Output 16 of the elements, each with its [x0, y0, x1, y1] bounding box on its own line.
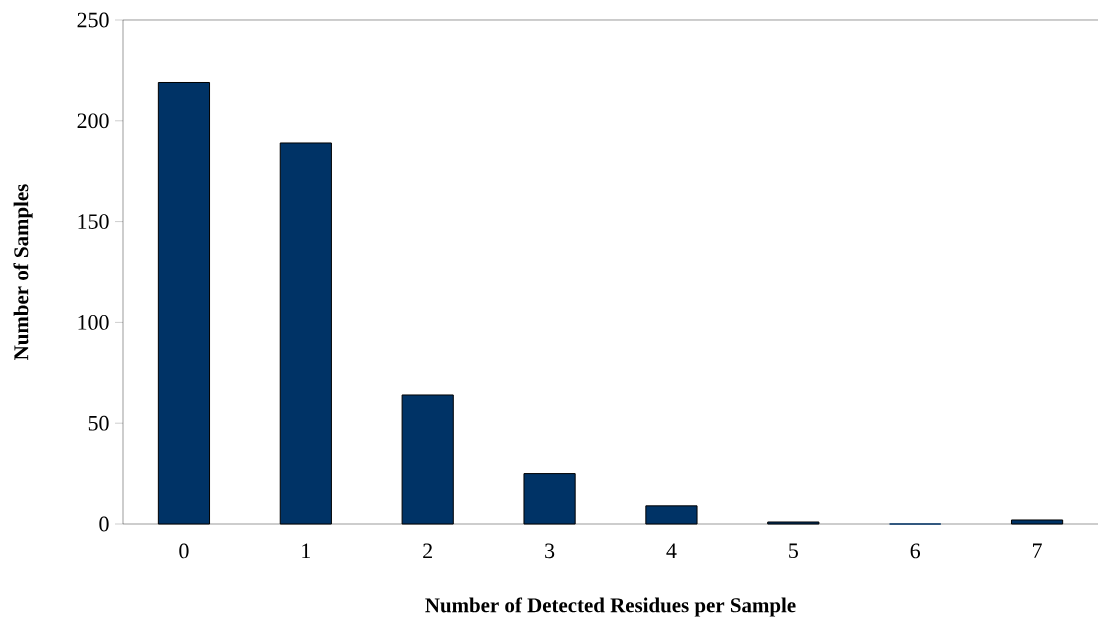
- y-tick-label: 0: [99, 516, 109, 532]
- x-tick-label: 6: [910, 543, 921, 559]
- x-tick-label: 3: [545, 543, 555, 559]
- y-tick-label: 100: [78, 315, 109, 330]
- y-axis-title: Number of Samples: [13, 184, 33, 360]
- x-tick-label: 2: [423, 543, 432, 559]
- x-tick-label: 4: [666, 543, 677, 558]
- y-tick-label: 200: [77, 113, 109, 129]
- x-tick-label: 7: [1033, 543, 1042, 558]
- x-tick-label: 1: [302, 543, 310, 558]
- x-tick-label: 5: [789, 543, 798, 559]
- y-tick-label: 250: [77, 12, 109, 28]
- y-tick-label: 50: [88, 415, 109, 431]
- y-tick-label: 150: [78, 214, 109, 229]
- x-tick-label: 0: [179, 543, 189, 559]
- x-axis-title: Number of Detected Residues per Sample: [425, 597, 796, 617]
